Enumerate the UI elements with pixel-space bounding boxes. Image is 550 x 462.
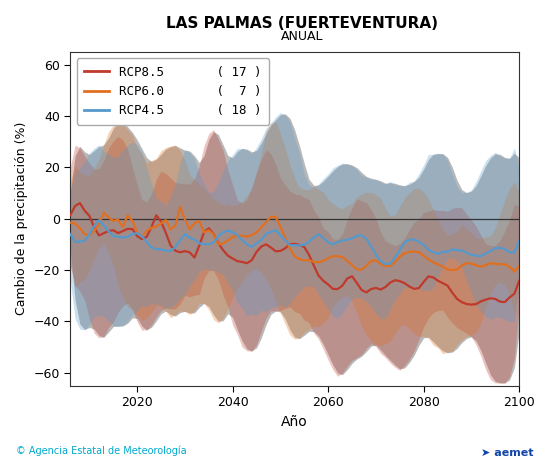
Text: © Agencia Estatal de Meteorología: © Agencia Estatal de Meteorología [16,446,187,456]
Text: ANUAL: ANUAL [281,30,324,43]
Text: LAS PALMAS (FUERTEVENTURA): LAS PALMAS (FUERTEVENTURA) [167,16,438,31]
Text: ➤ aemet: ➤ aemet [481,448,534,458]
X-axis label: Año: Año [282,414,308,429]
Legend: RCP8.5       ( 17 ), RCP6.0       (  7 ), RCP4.5       ( 18 ): RCP8.5 ( 17 ), RCP6.0 ( 7 ), RCP4.5 ( 18… [76,58,269,125]
Y-axis label: Cambio de la precipitación (%): Cambio de la precipitación (%) [15,122,28,316]
